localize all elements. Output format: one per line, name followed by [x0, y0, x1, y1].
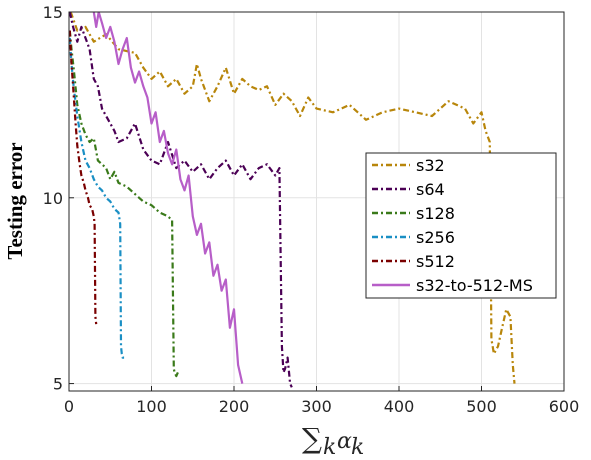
x-tick-label: 300 [301, 397, 332, 416]
series-line-s32-to-512-MS [92, 12, 244, 384]
y-tick-label: 5 [53, 375, 63, 394]
series-line-s256 [69, 37, 125, 359]
legend-label: s32-to-512-MS [416, 276, 533, 295]
series-line-s512 [69, 30, 98, 325]
legend: s32 s64 s128 s256 s512 s32-to-512-MS [365, 152, 557, 299]
x-tick-label: 100 [136, 397, 167, 416]
x-axis-label-alpha-sub: k [351, 435, 364, 460]
series-line-s32 [69, 12, 516, 384]
x-tick-label: 200 [219, 397, 250, 416]
legend-box [365, 152, 557, 299]
series-layer [69, 12, 516, 388]
x-axis-label-alpha: α [337, 429, 352, 454]
x-axis-label-sub: k [323, 435, 336, 460]
x-tick-label: 400 [384, 397, 415, 416]
y-axis-label: Testing error [3, 142, 27, 259]
x-axis-label-sum: ∑ [302, 422, 322, 455]
legend-label: s512 [416, 252, 455, 271]
legend-label: s32 [416, 156, 445, 175]
series-line-s64 [69, 12, 293, 388]
legend-label: s64 [416, 180, 445, 199]
ticks: 0 100 200 300 400 500 600 5 10 15 [43, 3, 580, 416]
y-tick-label: 15 [43, 3, 63, 22]
x-tick-label: 0 [64, 397, 74, 416]
legend-label: s256 [416, 228, 455, 247]
x-axis-label: ∑ k α k [302, 422, 364, 460]
x-tick-label: 600 [549, 397, 580, 416]
series-line-s128 [69, 30, 179, 378]
x-tick-label: 500 [466, 397, 497, 416]
y-tick-label: 10 [43, 189, 63, 208]
legend-label: s128 [416, 204, 455, 223]
